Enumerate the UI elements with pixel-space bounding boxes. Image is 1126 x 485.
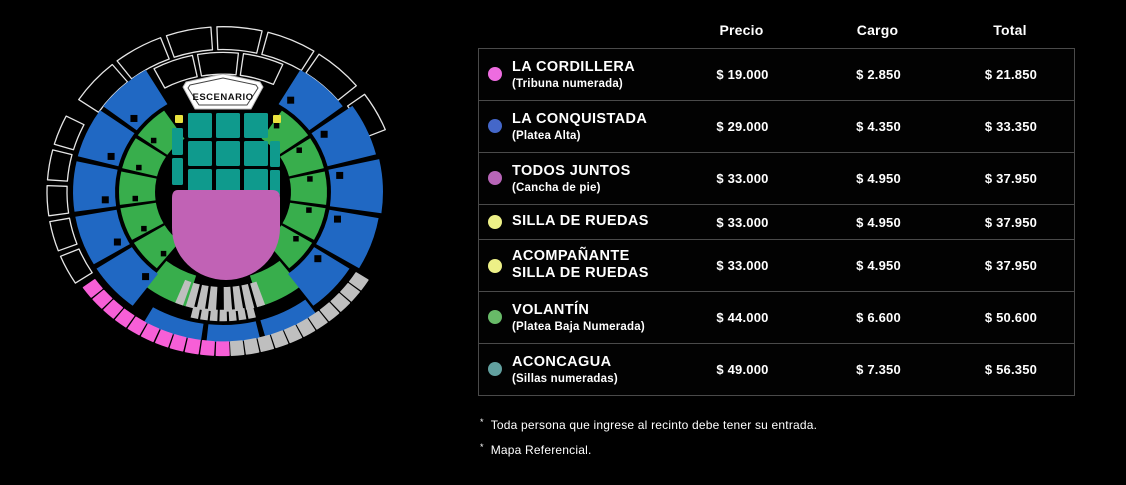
category-name: LA CORDILLERA bbox=[512, 59, 636, 76]
footnotes: * Toda persona que ingrese al recinto deb… bbox=[478, 417, 1075, 457]
venue-seating-map: ESCENARIO bbox=[46, 26, 386, 357]
category-color-dot bbox=[488, 171, 502, 186]
price-row: ACONCAGUA (Sillas numeradas) $ 49.000 $ … bbox=[478, 343, 1075, 396]
charge-value: $ 4.950 bbox=[856, 171, 901, 186]
category-names: SILLA DE RUEDAS bbox=[512, 213, 649, 231]
charge-value: $ 4.350 bbox=[856, 119, 901, 134]
price-row: SILLA DE RUEDAS $ 33.000 $ 4.950 $ 37.95… bbox=[478, 204, 1075, 240]
price-row: LA CONQUISTADA (Platea Alta) $ 29.000 $ … bbox=[478, 100, 1075, 153]
total-value: $ 37.950 bbox=[984, 258, 1038, 273]
price-row: VOLANTÍN (Platea Baja Numerada) $ 44.000… bbox=[478, 291, 1075, 344]
col-header-precio: Precio bbox=[719, 21, 764, 38]
total-value: $ 50.600 bbox=[984, 310, 1038, 325]
price-value: $ 33.000 bbox=[716, 258, 769, 273]
asterisk-icon: * bbox=[480, 417, 484, 427]
category-subtitle: (Tribuna numerada) bbox=[512, 77, 623, 90]
price-value: $ 44.000 bbox=[716, 310, 769, 325]
category-names: ACONCAGUA (Sillas numeradas) bbox=[512, 354, 618, 384]
table-header: Precio Cargo Total bbox=[478, 10, 1075, 49]
map-section-notches bbox=[101, 96, 344, 281]
map-sections-unavailable-fans bbox=[175, 279, 266, 322]
col-header-total: Total bbox=[993, 21, 1027, 38]
category-names: LA CORDILLERA (Tribuna numerada) bbox=[512, 59, 635, 89]
footnote-entry-required: * Toda persona que ingrese al recinto deb… bbox=[480, 417, 818, 432]
category-names: TODOS JUNTOS (Cancha de pie) bbox=[512, 163, 631, 193]
charge-value: $ 6.600 bbox=[856, 310, 901, 325]
category-cell: SILLA DE RUEDAS bbox=[479, 213, 674, 231]
category-subtitle: (Platea Alta) bbox=[512, 129, 581, 142]
price-row: ACOMPAÑANTE SILLA DE RUEDAS $ 33.000 $ 4… bbox=[478, 239, 1075, 292]
charge-value: $ 7.350 bbox=[856, 362, 901, 377]
map-sections-silla-de-ruedas bbox=[175, 115, 281, 123]
price-value: $ 33.000 bbox=[716, 171, 769, 186]
category-subtitle: (Sillas numeradas) bbox=[512, 372, 618, 385]
category-cell: ACOMPAÑANTE SILLA DE RUEDAS bbox=[479, 248, 674, 283]
map-sections-aconcagua bbox=[172, 113, 280, 196]
category-color-dot bbox=[488, 119, 502, 134]
category-name: VOLANTÍN bbox=[512, 302, 590, 319]
price-value: $ 29.000 bbox=[716, 119, 769, 134]
category-name: LA CONQUISTADA bbox=[512, 111, 648, 128]
category-subtitle: (Cancha de pie) bbox=[512, 181, 601, 194]
total-value: $ 56.350 bbox=[984, 362, 1038, 377]
category-color-dot bbox=[488, 258, 502, 273]
price-value: $ 19.000 bbox=[716, 67, 769, 82]
total-value: $ 21.850 bbox=[984, 67, 1038, 82]
pricing-table: Precio Cargo Total LA CORDILLERA (Tribun… bbox=[478, 10, 1075, 468]
category-color-dot bbox=[488, 67, 502, 82]
category-subtitle: (Platea Baja Numerada) bbox=[512, 320, 645, 333]
price-value: $ 49.000 bbox=[716, 362, 769, 377]
charge-value: $ 4.950 bbox=[856, 214, 901, 230]
total-value: $ 37.950 bbox=[984, 214, 1038, 230]
asterisk-icon: * bbox=[480, 442, 484, 452]
category-cell: ACONCAGUA (Sillas numeradas) bbox=[479, 354, 674, 385]
category-name: ACOMPAÑANTE bbox=[512, 247, 630, 264]
table-body: LA CORDILLERA (Tribuna numerada) $ 19.00… bbox=[478, 48, 1075, 396]
map-sections-unavailable-left bbox=[46, 115, 93, 284]
charge-value: $ 4.950 bbox=[856, 258, 901, 273]
category-name: ACONCAGUA bbox=[512, 354, 612, 371]
price-value: $ 33.000 bbox=[716, 214, 769, 230]
col-header-cargo: Cargo bbox=[856, 21, 899, 38]
map-sections-unavailable-strips bbox=[229, 272, 369, 356]
category-name: TODOS JUNTOS bbox=[512, 163, 631, 180]
category-names: ACOMPAÑANTE SILLA DE RUEDAS bbox=[512, 248, 649, 283]
total-value: $ 33.350 bbox=[984, 119, 1038, 134]
category-names: VOLANTÍN (Platea Baja Numerada) bbox=[512, 302, 645, 332]
total-value: $ 37.950 bbox=[984, 171, 1038, 186]
map-sections-cordillera bbox=[82, 279, 230, 357]
category-name-line2: SILLA DE RUEDAS bbox=[512, 265, 649, 281]
category-name: SILLA DE RUEDAS bbox=[512, 212, 649, 229]
category-names: LA CONQUISTADA (Platea Alta) bbox=[512, 111, 647, 141]
category-cell: LA CONQUISTADA (Platea Alta) bbox=[479, 111, 674, 142]
map-section-todos-juntos bbox=[172, 190, 280, 280]
charge-value: $ 2.850 bbox=[856, 67, 901, 82]
category-cell: VOLANTÍN (Platea Baja Numerada) bbox=[479, 302, 674, 333]
category-color-dot bbox=[488, 310, 502, 325]
stage: ESCENARIO bbox=[182, 73, 264, 110]
category-cell: TODOS JUNTOS (Cancha de pie) bbox=[479, 163, 674, 194]
stage-label: ESCENARIO bbox=[193, 92, 254, 103]
category-cell: LA CORDILLERA (Tribuna numerada) bbox=[479, 59, 674, 90]
footnote-map-reference: * Mapa Referencial. bbox=[480, 442, 592, 457]
price-row: LA CORDILLERA (Tribuna numerada) $ 19.00… bbox=[478, 48, 1075, 101]
price-row: TODOS JUNTOS (Cancha de pie) $ 33.000 $ … bbox=[478, 152, 1075, 205]
map-sections-unavailable-outlined bbox=[78, 26, 386, 138]
category-color-dot bbox=[488, 362, 502, 377]
category-color-dot bbox=[488, 214, 502, 229]
